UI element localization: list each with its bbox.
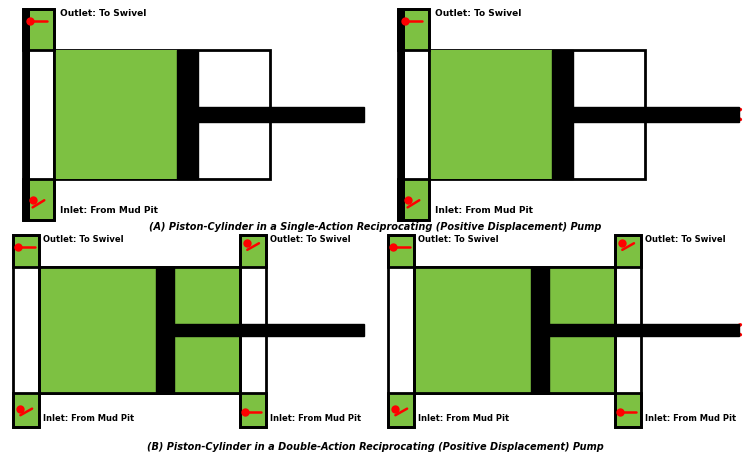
Bar (550, 324, 739, 336)
Text: (B) Piston-Cylinder in a Double-Action Reciprocating (Positive Displacement) Pum: (B) Piston-Cylinder in a Double-Action R… (147, 442, 603, 452)
Bar (388, 235, 414, 267)
Bar (398, 179, 429, 220)
Bar (615, 235, 641, 427)
Bar (40, 267, 240, 393)
Bar (550, 267, 615, 393)
Bar (240, 393, 266, 427)
Text: Outlet: To Swivel: Outlet: To Swivel (43, 235, 124, 245)
Bar (13, 235, 40, 267)
Bar (22, 179, 55, 220)
Bar (531, 267, 550, 393)
Text: Outlet: To Swivel: Outlet: To Swivel (645, 235, 725, 245)
Bar (398, 9, 429, 220)
Bar (398, 9, 429, 50)
Bar (388, 235, 414, 427)
Text: Inlet: From Mud Pit: Inlet: From Mud Pit (645, 414, 736, 423)
Bar (414, 267, 615, 393)
Bar (177, 50, 198, 179)
Bar (240, 235, 266, 427)
Text: Inlet: From Mud Pit: Inlet: From Mud Pit (435, 206, 533, 215)
Text: Inlet: From Mud Pit: Inlet: From Mud Pit (60, 206, 158, 215)
Bar (414, 267, 615, 393)
Bar (615, 393, 641, 427)
Bar (13, 393, 40, 427)
Text: Inlet: From Mud Pit: Inlet: From Mud Pit (270, 414, 362, 423)
Text: Outlet: To Swivel: Outlet: To Swivel (270, 235, 350, 245)
Bar (22, 9, 55, 50)
Bar (175, 267, 240, 393)
Bar (398, 9, 404, 220)
Bar (40, 267, 240, 393)
Text: (A) Piston-Cylinder in a Single-Action Reciprocating (Positive Displacement) Pum: (A) Piston-Cylinder in a Single-Action R… (148, 222, 602, 232)
Text: Outlet: To Swivel: Outlet: To Swivel (60, 9, 146, 18)
Bar (388, 393, 414, 427)
Bar (156, 267, 175, 393)
Bar (240, 235, 266, 267)
Bar (40, 267, 156, 393)
Bar (22, 9, 55, 220)
Bar (615, 235, 641, 267)
Bar (55, 50, 177, 179)
Text: Outlet: To Swivel: Outlet: To Swivel (435, 9, 521, 18)
Bar (13, 235, 40, 427)
Text: Outlet: To Swivel: Outlet: To Swivel (419, 235, 499, 245)
Bar (55, 50, 270, 179)
Bar (22, 9, 29, 220)
Bar (198, 107, 364, 122)
Bar (175, 324, 364, 336)
Text: Inlet: From Mud Pit: Inlet: From Mud Pit (43, 414, 134, 423)
Bar (429, 50, 552, 179)
Bar (573, 107, 739, 122)
Bar (414, 267, 531, 393)
Bar (429, 50, 645, 179)
Text: Inlet: From Mud Pit: Inlet: From Mud Pit (419, 414, 509, 423)
Bar (552, 50, 573, 179)
